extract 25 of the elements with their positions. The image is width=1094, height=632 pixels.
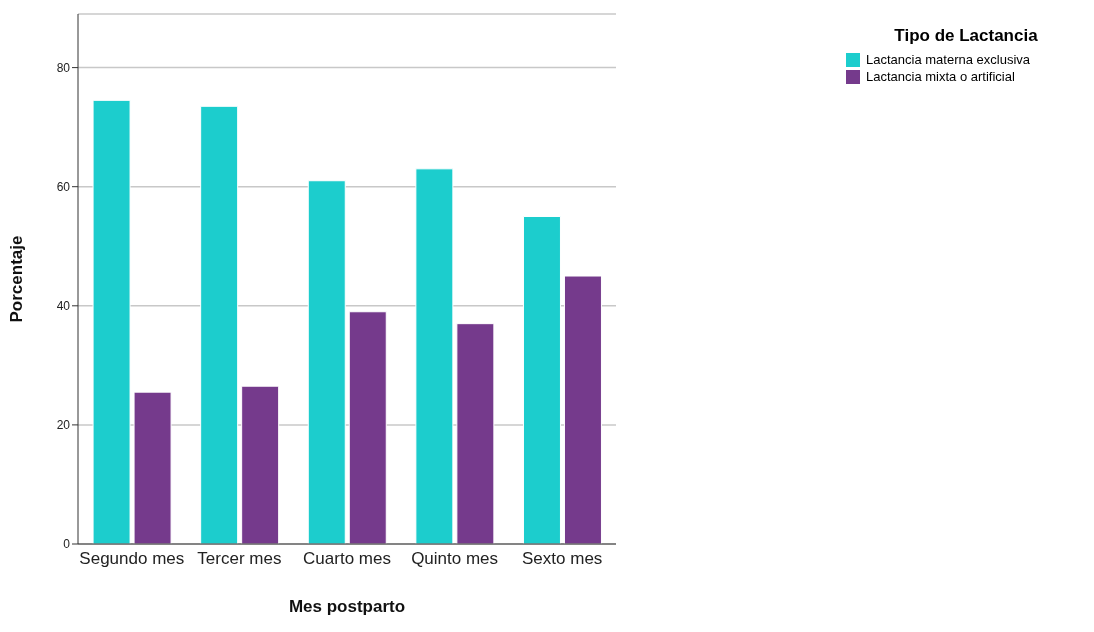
bar <box>456 323 495 544</box>
y-tick-label: 0 <box>63 537 71 552</box>
bar <box>241 385 280 544</box>
x-tick-label: Tercer mes <box>197 549 282 569</box>
bar <box>348 311 387 544</box>
x-tick-label: Segundo mes <box>79 549 185 569</box>
legend-title: Tipo de Lactancia <box>893 26 1039 46</box>
y-tick-label: 80 <box>56 60 71 75</box>
legend-label: Lactancia materna exclusiva <box>866 52 1031 67</box>
bar <box>200 105 239 544</box>
x-tick-label: Quinto mes <box>411 549 499 569</box>
bar <box>563 275 602 544</box>
bar <box>307 180 346 544</box>
bar <box>92 99 131 544</box>
x-tick-label: Cuarto mes <box>303 549 391 569</box>
y-tick-label: 40 <box>56 299 71 314</box>
x-axis-title: Mes postparto <box>288 597 406 616</box>
bar <box>415 168 454 544</box>
bar <box>133 391 172 544</box>
y-tick-label: 20 <box>56 418 71 433</box>
legend-label: Lactancia mixta o artificial <box>866 69 1015 84</box>
x-tick-label: Sexto mes <box>522 549 603 569</box>
bar <box>522 215 561 544</box>
y-axis-title: Porcentaje <box>7 235 27 323</box>
y-tick-label: 60 <box>56 179 71 194</box>
